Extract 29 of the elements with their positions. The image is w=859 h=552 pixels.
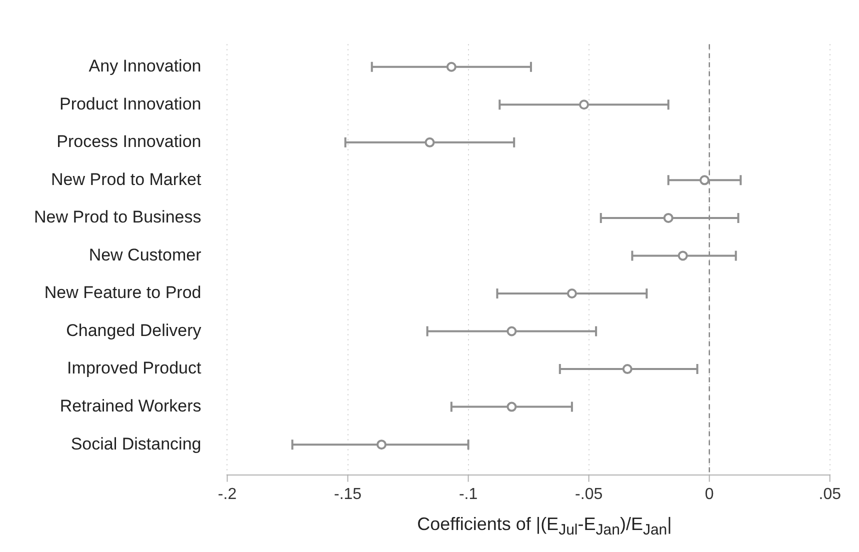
y-tick-label: Improved Product xyxy=(67,358,202,378)
point xyxy=(700,175,710,186)
x-axis-title: Coefficients of |(E$_{Jul}$-E$_{Jan}$)/E$_{Jan}$| xyxy=(416,514,673,539)
point xyxy=(446,62,456,72)
point xyxy=(506,326,517,336)
point xyxy=(566,288,577,298)
point xyxy=(376,440,387,450)
x-tick-label: -.1 xyxy=(458,486,478,503)
point xyxy=(506,402,517,412)
x-tick-label: .05 xyxy=(818,486,842,503)
y-tick-label: New Prod to Business xyxy=(34,208,202,227)
y-tick-label: Process Innovation xyxy=(56,132,202,152)
y-tick-label: New Feature to Prod xyxy=(44,283,202,302)
point xyxy=(579,100,590,110)
y-tick-label: Any Innovation xyxy=(88,56,202,76)
y-tick-label: New Customer xyxy=(88,245,202,264)
point xyxy=(678,250,688,261)
point xyxy=(424,137,435,148)
x-tick-label: -.2 xyxy=(218,486,237,503)
x-tick-label: 0 xyxy=(704,486,714,503)
y-tick-label: New Prod to Market xyxy=(51,170,202,189)
point xyxy=(663,212,674,223)
y-tick-label: Product Innovation xyxy=(59,94,202,114)
point xyxy=(622,364,632,374)
y-tick-label: Retrained Workers xyxy=(60,396,202,416)
x-tick-label: -.15 xyxy=(334,486,362,503)
x-tick-label: -.05 xyxy=(575,486,603,503)
y-tick-label: Social Distancing xyxy=(70,434,202,454)
y-tick-label: Changed Delivery xyxy=(66,320,202,340)
